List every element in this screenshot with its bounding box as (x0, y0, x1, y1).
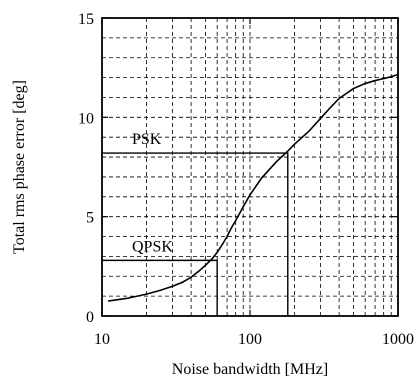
annotation-label: PSK (132, 131, 162, 148)
reference-line (102, 152, 289, 316)
x-axis-label: Noise bandwidth [MHz] (172, 361, 328, 378)
annotations: QPSK PSK (132, 131, 173, 255)
y-tick-label: 15 (78, 11, 94, 28)
reference-line (102, 259, 218, 316)
grid (102, 18, 398, 316)
reference-lines (102, 152, 289, 316)
annotation-label: QPSK (132, 238, 173, 255)
y-tick-label: 10 (78, 110, 94, 127)
series-line (108, 73, 399, 302)
y-tick-label: 0 (86, 309, 94, 326)
y-axis-label: Total rms phase error [deg] (11, 80, 28, 254)
y-tick-label: 5 (86, 210, 94, 227)
tick-labels: 10 100 1000 0 5 10 15 (78, 11, 414, 348)
axis-ticks (101, 17, 399, 317)
x-tick-label: 10 (94, 331, 110, 348)
x-tick-label: 100 (238, 331, 262, 348)
x-tick-label: 1000 (382, 331, 414, 348)
